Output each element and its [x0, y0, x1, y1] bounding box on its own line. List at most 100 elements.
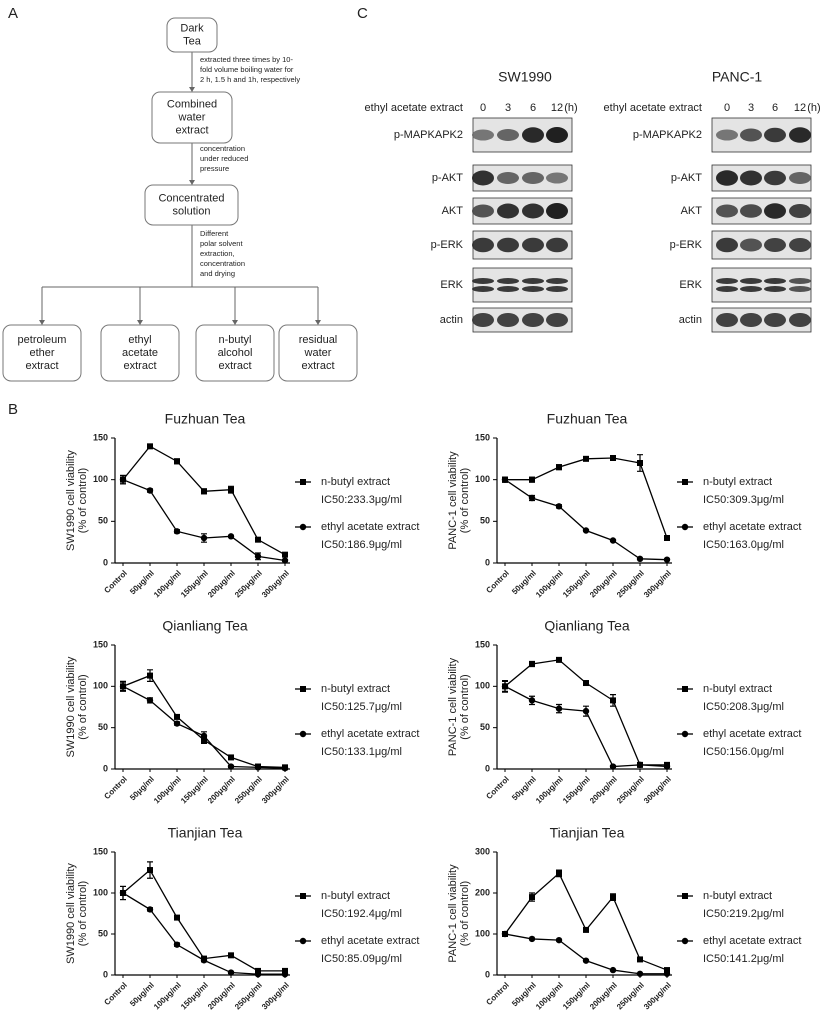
- legend-label: n-butyl extract: [321, 890, 390, 902]
- flow-box: [195, 324, 275, 382]
- x-tick-label: 100μg/ml: [152, 569, 183, 600]
- flow-box-text: n-butyl: [218, 334, 251, 346]
- y-axis-label: SW1990 cell viability: [65, 450, 77, 551]
- x-tick-label: 150μg/ml: [179, 569, 210, 600]
- legend-marker: [299, 730, 307, 738]
- data-point: [147, 672, 153, 679]
- flow-box-text: solution: [173, 205, 211, 217]
- blot-band: [789, 238, 811, 252]
- blot-band: [716, 129, 738, 141]
- y-axis-label: (% of control): [77, 468, 89, 533]
- data-point: [610, 894, 616, 901]
- legend-marker: [681, 523, 689, 531]
- blot-row-label: p-AKT: [671, 172, 702, 184]
- lane-label: 3: [505, 102, 511, 114]
- data-point: [281, 970, 289, 978]
- blot-band: [497, 172, 519, 184]
- lane-label: 3: [748, 102, 754, 114]
- blot-band: [472, 237, 494, 253]
- blot-row-label: p-MAPKAPK2: [394, 129, 463, 141]
- blot-row-label: AKT: [681, 205, 703, 217]
- legend-note: IC50:208.3μg/ml: [703, 701, 784, 713]
- legend-marker: [682, 893, 688, 899]
- legend-label: ethyl acetate extract: [321, 728, 419, 740]
- flow-box: [100, 324, 180, 382]
- data-point: [556, 870, 562, 877]
- x-tick-label: 300μg/ml: [260, 775, 291, 806]
- legend-label: n-butyl extract: [703, 683, 772, 695]
- blot-band: [546, 286, 568, 292]
- blot-band: [716, 204, 738, 218]
- legend-marker: [681, 937, 689, 945]
- data-point: [664, 967, 670, 974]
- data-point: [119, 889, 127, 897]
- legend-note: IC50:163.0μg/ml: [703, 539, 784, 551]
- flow-box-text: Concentrated: [158, 192, 224, 204]
- blot-band: [472, 204, 494, 218]
- legend-marker: [299, 937, 307, 945]
- data-point: [609, 966, 617, 974]
- legend-note: IC50:133.1μg/ml: [321, 746, 402, 758]
- blot-band: [522, 278, 544, 284]
- data-point: [555, 936, 563, 944]
- x-tick-label: Control: [102, 569, 128, 595]
- step-text: fold volume boiling water for: [200, 65, 294, 74]
- data-point: [282, 967, 288, 974]
- x-tick-label: 300μg/ml: [642, 775, 673, 806]
- data-point: [555, 503, 563, 510]
- treatment-label: ethyl acetate extract: [604, 102, 702, 114]
- blot-band: [740, 238, 762, 252]
- x-tick-label: 150μg/ml: [561, 981, 592, 1012]
- flow-box-text: extract: [218, 360, 251, 372]
- data-point: [174, 713, 180, 720]
- blot-row-label: p-ERK: [431, 239, 464, 251]
- data-point: [529, 476, 535, 483]
- panel-label: A: [8, 5, 18, 22]
- blot-band: [716, 170, 738, 186]
- legend-marker: [300, 479, 306, 485]
- blot-panel: [711, 267, 812, 303]
- data-point: [174, 458, 180, 465]
- y-axis-label: SW1990 cell viability: [65, 863, 77, 964]
- blot-title: PANC-1: [712, 69, 763, 85]
- x-tick-label: 100μg/ml: [534, 775, 565, 806]
- legend-label: n-butyl extract: [703, 476, 772, 488]
- data-point: [664, 535, 670, 541]
- blot-row-label: actin: [679, 314, 702, 326]
- arrowhead: [232, 320, 238, 325]
- blot-band: [472, 278, 494, 284]
- blot-band: [764, 286, 786, 292]
- legend-marker: [300, 893, 306, 899]
- unit-label: (h): [807, 102, 820, 114]
- y-tick-label: 150: [475, 639, 490, 649]
- x-tick-label: 200μg/ml: [588, 775, 619, 806]
- blot-band: [472, 170, 494, 186]
- x-tick-label: 100μg/ml: [152, 775, 183, 806]
- legend-marker: [682, 686, 688, 692]
- blot-band: [740, 286, 762, 292]
- legend-label: ethyl acetate extract: [321, 935, 419, 947]
- x-tick-label: 250μg/ml: [233, 981, 264, 1012]
- data-point: [147, 443, 153, 450]
- data-point: [528, 697, 536, 704]
- blot-row-label: AKT: [442, 205, 464, 217]
- x-tick-label: Control: [102, 981, 128, 1007]
- blot-band: [546, 127, 568, 143]
- flow-box: [2, 324, 82, 382]
- blot-band: [764, 203, 786, 219]
- blot-band: [740, 128, 762, 142]
- series-line: [504, 685, 668, 768]
- blot-band: [497, 278, 519, 284]
- flow-box-text: Dark: [180, 22, 204, 34]
- arrowhead: [315, 320, 321, 325]
- y-tick-label: 150: [475, 432, 490, 442]
- blot-band: [522, 127, 544, 143]
- data-point: [637, 956, 643, 963]
- lane-label: 0: [724, 102, 730, 114]
- blot-band: [740, 204, 762, 218]
- flow-box-text: residual: [299, 334, 338, 346]
- step-text: polar solvent: [200, 239, 243, 248]
- blot-title: SW1990: [498, 69, 552, 85]
- x-tick-label: 150μg/ml: [561, 569, 592, 600]
- y-tick-label: 100: [475, 474, 490, 484]
